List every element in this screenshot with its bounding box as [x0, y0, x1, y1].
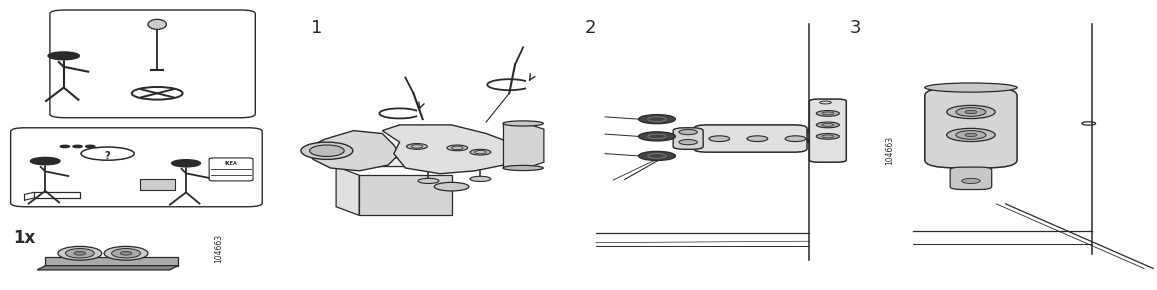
Ellipse shape: [120, 251, 132, 255]
Text: IKEA: IKEA: [224, 161, 237, 166]
Circle shape: [86, 145, 95, 148]
Ellipse shape: [747, 136, 768, 142]
FancyBboxPatch shape: [810, 99, 846, 162]
Circle shape: [73, 145, 82, 148]
FancyBboxPatch shape: [140, 179, 175, 190]
Circle shape: [817, 133, 839, 139]
Polygon shape: [308, 130, 399, 171]
Polygon shape: [45, 257, 178, 266]
Text: 104663: 104663: [214, 234, 223, 263]
Polygon shape: [359, 175, 451, 215]
Ellipse shape: [148, 19, 167, 29]
Ellipse shape: [679, 139, 698, 145]
Ellipse shape: [58, 246, 102, 260]
FancyBboxPatch shape: [950, 167, 992, 190]
Circle shape: [418, 178, 439, 184]
Text: ?: ?: [105, 151, 110, 161]
Circle shape: [171, 160, 200, 167]
Ellipse shape: [74, 251, 86, 255]
Ellipse shape: [786, 136, 806, 142]
Ellipse shape: [406, 144, 427, 149]
Ellipse shape: [301, 142, 353, 160]
FancyBboxPatch shape: [694, 125, 808, 152]
Circle shape: [639, 132, 676, 141]
Polygon shape: [503, 124, 544, 168]
Polygon shape: [337, 158, 451, 166]
Circle shape: [639, 115, 676, 124]
Circle shape: [60, 145, 69, 148]
Text: 2: 2: [584, 19, 596, 37]
Ellipse shape: [66, 249, 95, 258]
Ellipse shape: [961, 178, 980, 184]
Circle shape: [30, 157, 60, 165]
Text: 3: 3: [849, 19, 861, 37]
Ellipse shape: [965, 133, 977, 137]
Circle shape: [817, 110, 839, 116]
Text: 1: 1: [311, 19, 322, 37]
Circle shape: [49, 52, 80, 60]
Ellipse shape: [924, 83, 1017, 92]
Ellipse shape: [946, 128, 995, 142]
Ellipse shape: [104, 246, 148, 260]
Polygon shape: [337, 166, 359, 215]
Ellipse shape: [679, 130, 698, 135]
Polygon shape: [37, 266, 178, 270]
Polygon shape: [382, 125, 515, 174]
Text: 104663: 104663: [885, 136, 894, 165]
Ellipse shape: [310, 145, 344, 157]
Circle shape: [470, 176, 491, 182]
Text: 1x: 1x: [13, 229, 35, 247]
Ellipse shape: [956, 130, 986, 139]
FancyBboxPatch shape: [673, 128, 703, 149]
Ellipse shape: [956, 108, 986, 116]
Ellipse shape: [111, 249, 140, 258]
Circle shape: [434, 182, 469, 191]
Ellipse shape: [503, 165, 544, 171]
Circle shape: [639, 151, 676, 160]
Ellipse shape: [503, 121, 544, 126]
Ellipse shape: [470, 149, 491, 155]
Ellipse shape: [709, 136, 730, 142]
Circle shape: [817, 122, 839, 128]
Ellipse shape: [946, 105, 995, 119]
Ellipse shape: [447, 145, 467, 151]
Ellipse shape: [965, 110, 977, 114]
FancyBboxPatch shape: [924, 88, 1017, 168]
